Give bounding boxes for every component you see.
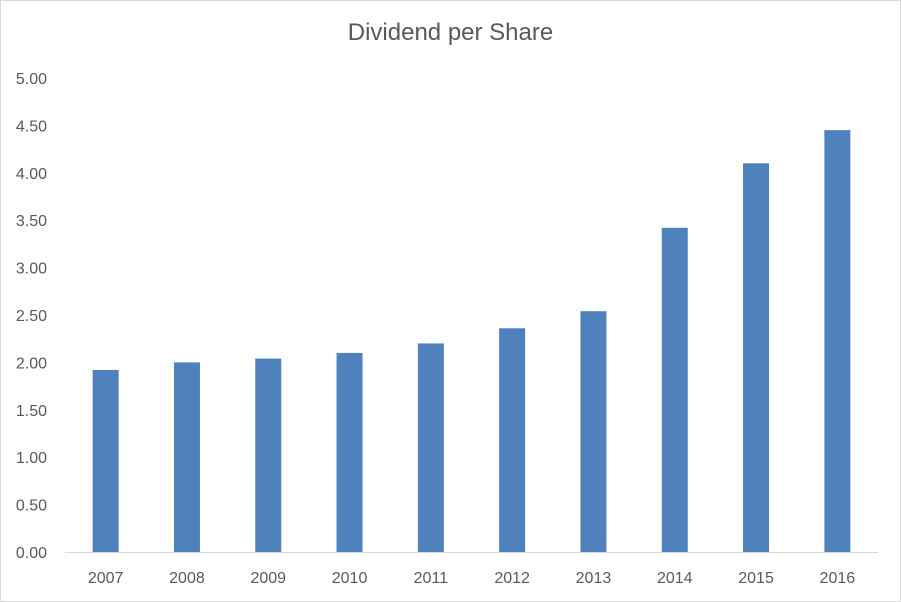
bar-2012 [499, 328, 526, 552]
bar-2011 [417, 343, 444, 552]
chart-title: Dividend per Share [347, 19, 554, 46]
y-tick-label: 3.00 [16, 261, 47, 278]
y-tick-label: 3.50 [16, 213, 47, 230]
bar-2015 [743, 163, 770, 552]
bar-2013 [580, 311, 607, 552]
x-tick-label: 2013 [576, 570, 612, 587]
y-tick-label: 4.50 [16, 118, 47, 135]
bar-2007 [92, 369, 119, 552]
x-tick-label: 2011 [414, 570, 449, 587]
bar-2009 [255, 358, 282, 552]
y-tick-label: 0.50 [16, 498, 47, 515]
x-tick-label: 2014 [657, 570, 693, 587]
y-tick-label: 2.50 [16, 308, 47, 325]
x-tick-label: 2016 [820, 570, 856, 587]
bar-2008 [173, 362, 200, 552]
bar-2016 [824, 130, 851, 552]
y-tick-label: 1.00 [16, 450, 47, 467]
bar-2014 [661, 227, 688, 552]
x-tick-label: 2008 [169, 570, 205, 587]
y-tick-label: 5.00 [16, 71, 47, 88]
y-tick-label: 2.00 [16, 355, 47, 372]
x-tick-label: 2009 [250, 570, 286, 587]
y-tick-label: 0.00 [16, 545, 47, 562]
y-tick-label: 4.00 [16, 166, 47, 183]
x-tick-label: 2015 [738, 570, 774, 587]
x-tick-label: 2010 [332, 570, 368, 587]
x-tick-label: 2012 [494, 570, 530, 587]
bar-2010 [336, 352, 363, 552]
x-tick-label: 2007 [88, 570, 124, 587]
y-tick-label: 1.50 [16, 403, 47, 420]
